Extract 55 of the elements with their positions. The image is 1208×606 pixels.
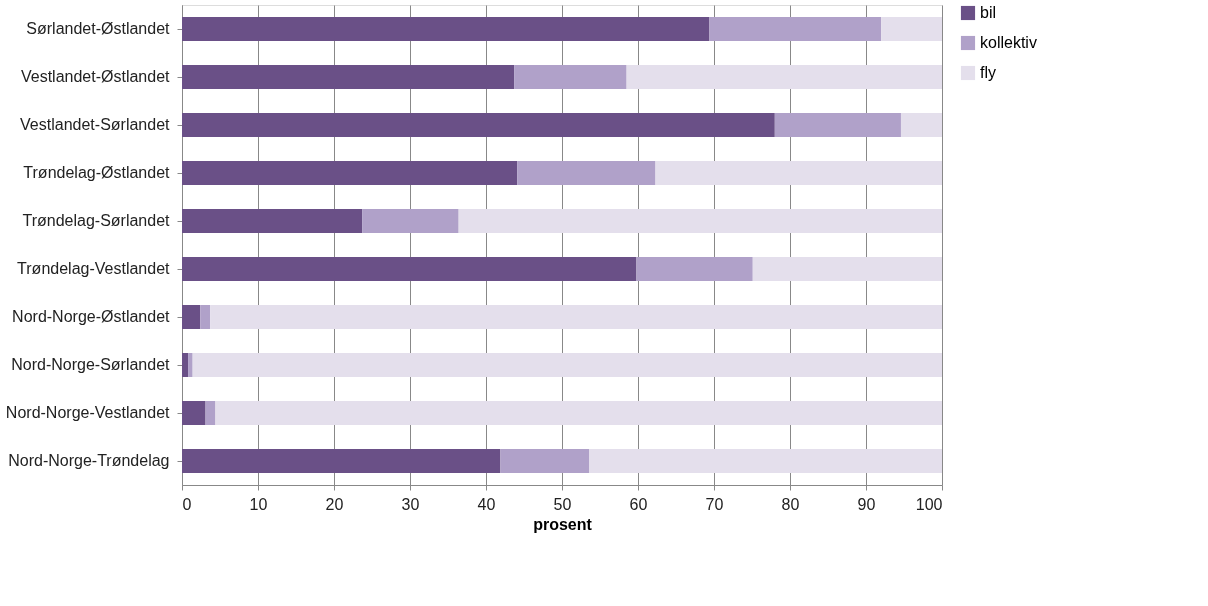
y-tick-label: Vestlandet-Sørlandet bbox=[20, 116, 171, 133]
x-tick-label: 70 bbox=[705, 495, 724, 513]
bar bbox=[655, 161, 942, 185]
bar bbox=[192, 353, 942, 377]
bar bbox=[215, 401, 942, 425]
bar bbox=[182, 65, 515, 89]
bar bbox=[182, 161, 518, 185]
y-tick-label: Trøndelag-Vestlandet bbox=[17, 260, 171, 277]
bar bbox=[517, 161, 656, 185]
x-tick-label: 30 bbox=[401, 495, 420, 513]
bar bbox=[182, 353, 189, 377]
bar bbox=[188, 353, 193, 377]
x-tick-label: 100 bbox=[915, 495, 943, 513]
x-tick-label: 80 bbox=[781, 495, 800, 513]
x-axis-title: prosent bbox=[533, 515, 593, 533]
y-tick-label: Trøndelag-Østlandet bbox=[23, 164, 171, 181]
x-tick-label: 20 bbox=[325, 495, 344, 513]
bar bbox=[182, 257, 637, 281]
x-tick-label: 40 bbox=[477, 495, 496, 513]
bar bbox=[205, 401, 216, 425]
bar bbox=[362, 209, 459, 233]
bar bbox=[182, 401, 206, 425]
x-tick-label: 10 bbox=[249, 495, 268, 513]
bar bbox=[636, 257, 753, 281]
legend-label: kollektiv bbox=[980, 34, 1037, 51]
bar bbox=[589, 449, 942, 473]
y-tick-label: Trøndelag-Sørlandet bbox=[22, 212, 171, 229]
bar bbox=[200, 305, 211, 329]
legend-label: bil bbox=[980, 4, 997, 21]
y-tick-label: Nord-Norge-Østlandet bbox=[12, 308, 171, 325]
y-tick-label: Sørlandet-Østlandet bbox=[26, 20, 171, 37]
bar bbox=[900, 113, 942, 137]
x-tick-label: 50 bbox=[553, 495, 572, 513]
bar bbox=[752, 257, 942, 281]
bar bbox=[182, 305, 201, 329]
bar bbox=[182, 209, 363, 233]
y-tick-label: Nord-Norge-Vestlandet bbox=[5, 404, 171, 421]
y-tick-label: Nord-Norge-Sørlandet bbox=[11, 356, 171, 373]
x-tick-label: 90 bbox=[857, 495, 876, 513]
x-tick-label: 0 bbox=[182, 495, 192, 513]
bar bbox=[182, 113, 775, 137]
bar bbox=[709, 17, 882, 41]
x-tick-label: 60 bbox=[629, 495, 648, 513]
y-tick-label: Nord-Norge-Trøndelag bbox=[8, 452, 170, 469]
bar bbox=[182, 17, 710, 41]
bar bbox=[626, 65, 942, 89]
bar bbox=[458, 209, 942, 233]
bar bbox=[881, 17, 942, 41]
legend-label: fly bbox=[980, 64, 996, 81]
bar bbox=[500, 449, 590, 473]
bar bbox=[514, 65, 627, 89]
bar bbox=[210, 305, 942, 329]
bar bbox=[182, 449, 501, 473]
y-tick-label: Vestlandet-Østlandet bbox=[20, 68, 171, 85]
bar bbox=[774, 113, 901, 137]
